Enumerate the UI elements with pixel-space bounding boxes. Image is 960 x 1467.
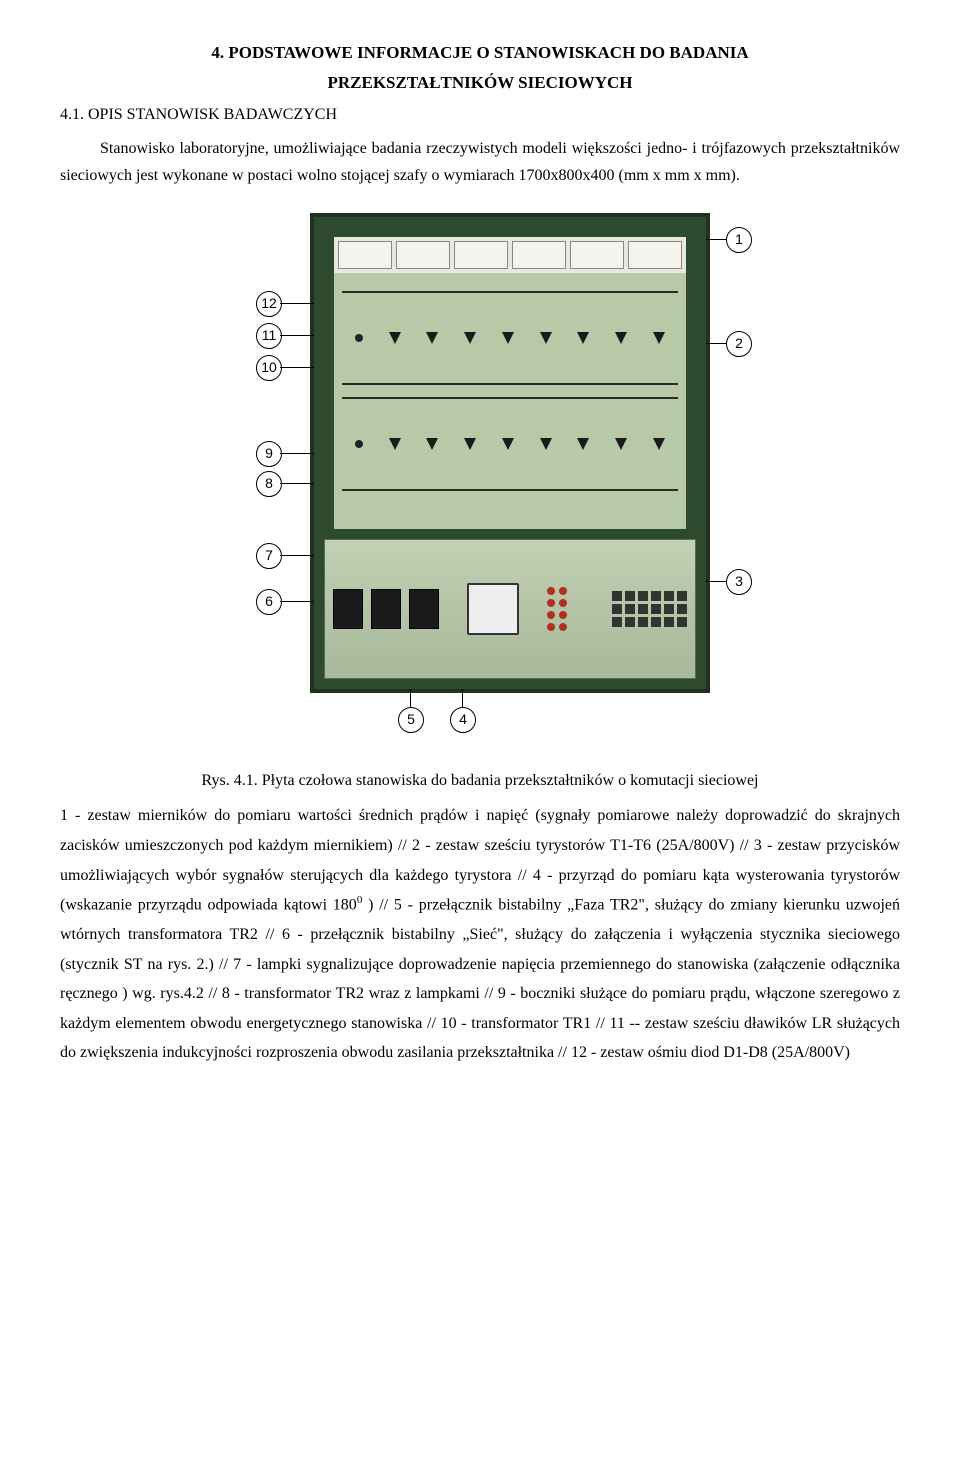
leader-line [280,367,314,368]
callout-12: 12 [256,291,282,317]
pushbutton [625,617,635,627]
leader-line [280,335,314,336]
thyristor-icon [577,438,589,450]
circuit-node [355,334,363,342]
leader-line [280,601,314,602]
front-panel [334,237,686,529]
section-number: 4.1. OPIS STANOWISK BADAWCZYCH [60,103,900,127]
callout-11: 11 [256,323,282,349]
meter [512,241,566,269]
button-grid [612,591,687,627]
switch [333,589,363,629]
figure-legend: 1 - zestaw mierników do pomiaru wartości… [60,801,900,1068]
callout-5: 5 [398,707,424,733]
led-icon [559,599,567,607]
leader-line [280,303,314,304]
led-icon [547,587,555,595]
control-panel [324,539,696,679]
meter [628,241,682,269]
thyristor-icon [426,438,438,450]
leader-line [280,555,314,556]
pushbutton [638,604,648,614]
leader-line [462,689,463,707]
thyristor-icon [464,332,476,344]
switch [371,589,401,629]
led-icon [559,587,567,595]
pushbutton [677,617,687,627]
pushbutton [651,591,661,601]
callout-3: 3 [726,569,752,595]
pushbutton [612,591,622,601]
thyristor-icon [653,438,665,450]
callout-1: 1 [726,227,752,253]
led-icon [547,623,555,631]
circuit-node [355,440,363,448]
pushbutton [625,604,635,614]
pushbutton [664,591,674,601]
thyristor-icon [426,332,438,344]
dial-meter [467,583,519,635]
pushbutton [612,604,622,614]
pushbutton [677,604,687,614]
led-icon [559,623,567,631]
circuit-row-bottom [342,397,678,491]
thyristor-icon [615,438,627,450]
switch [409,589,439,629]
meter-strip [334,237,686,273]
main-heading: 4. PODSTAWOWE INFORMACJE O STANOWISKACH … [60,40,900,66]
meter [570,241,624,269]
pushbutton [625,591,635,601]
leader-line [280,483,314,484]
circuit-row-top [342,291,678,385]
pushbutton [612,617,622,627]
equipment-photo [310,213,710,693]
intro-paragraph: Stanowisko laboratoryjne, umożliwiające … [60,135,900,189]
thyristor-icon [464,438,476,450]
pushbutton [651,617,661,627]
pushbutton [638,617,648,627]
callout-6: 6 [256,589,282,615]
meter [396,241,450,269]
leader-line [280,453,314,454]
thyristor-icon [502,332,514,344]
thyristor-icon [615,332,627,344]
led-icon [559,611,567,619]
pushbutton [638,591,648,601]
led-icon [547,611,555,619]
led-icon [547,599,555,607]
figure: 1 2 3 12 11 10 9 8 7 6 5 4 [220,213,740,733]
led-cluster [547,587,567,631]
thyristor-icon [577,332,589,344]
thyristor-icon [540,332,552,344]
thyristor-icon [389,332,401,344]
callout-2: 2 [726,331,752,357]
leader-line [706,343,726,344]
leader-line [706,239,726,240]
sub-heading: PRZEKSZTAŁTNIKÓW SIECIOWYCH [60,70,900,96]
legend-part-2: ) // 5 - przełącznik bistabilny „Faza TR… [60,896,900,1061]
pushbutton [664,604,674,614]
leader-line [410,689,411,707]
pushbutton [651,604,661,614]
callout-10: 10 [256,355,282,381]
callout-7: 7 [256,543,282,569]
pushbutton [664,617,674,627]
callout-9: 9 [256,441,282,467]
callout-8: 8 [256,471,282,497]
leader-line [706,581,726,582]
figure-caption: Rys. 4.1. Płyta czołowa stanowiska do ba… [60,769,900,793]
thyristor-icon [540,438,552,450]
figure-container: 1 2 3 12 11 10 9 8 7 6 5 4 [60,213,900,741]
meter [338,241,392,269]
thyristor-icon [653,332,665,344]
callout-4: 4 [450,707,476,733]
thyristor-icon [389,438,401,450]
meter [454,241,508,269]
pushbutton [677,591,687,601]
thyristor-icon [502,438,514,450]
